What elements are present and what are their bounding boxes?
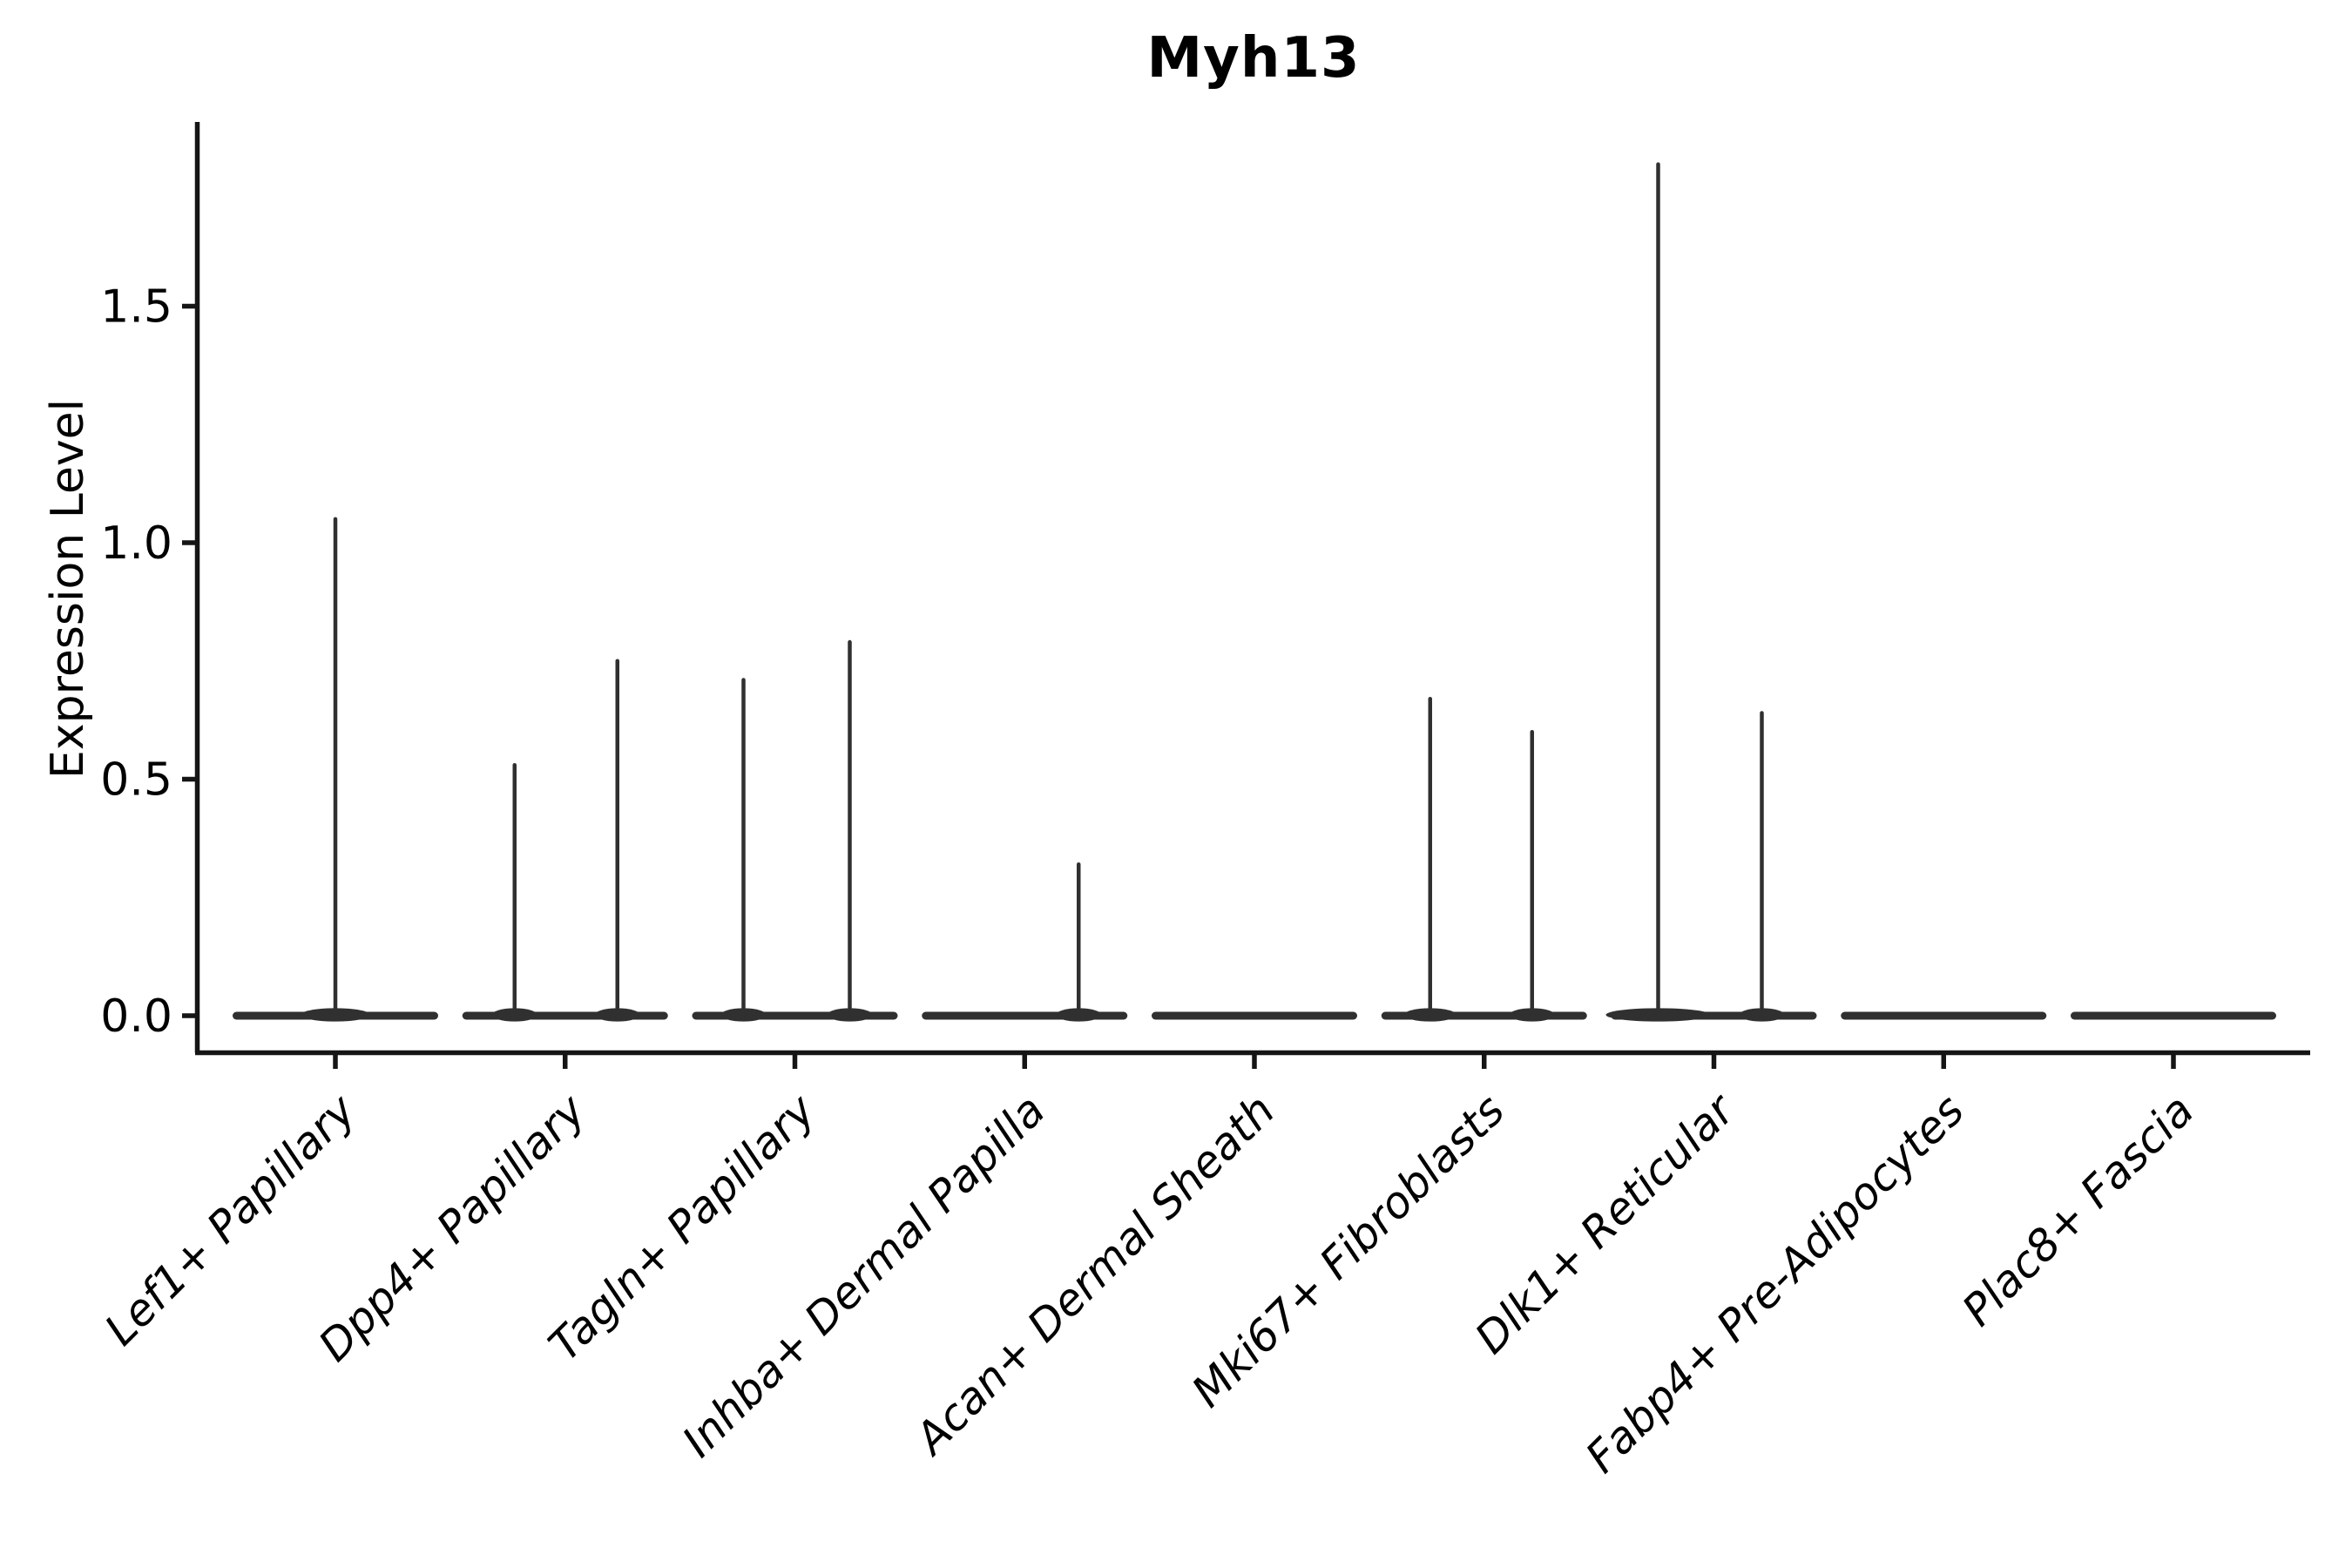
y-tick-label: 0.5 (100, 754, 172, 807)
y-axis-title: Expression Level (42, 398, 94, 780)
x-tick-label: Fabp4+ Pre-Adipocytes (1576, 1085, 1974, 1483)
violin-baseline (1152, 1011, 1357, 1020)
y-tick-label: 1.0 (100, 517, 172, 570)
x-tick-label: Inhba+ Dermal Papilla (672, 1085, 1054, 1466)
x-tick-label: Plac8+ Fascia (1953, 1085, 2204, 1335)
violin-baseline (2071, 1011, 2276, 1020)
chart-title: Myh13 (1146, 26, 1361, 91)
y-tick-label: 1.5 (100, 281, 172, 334)
y-tick-label: 0.0 (100, 990, 172, 1043)
x-tick-label: Lef1+ Papillary (95, 1084, 366, 1355)
violin-baseline (1841, 1011, 2047, 1020)
